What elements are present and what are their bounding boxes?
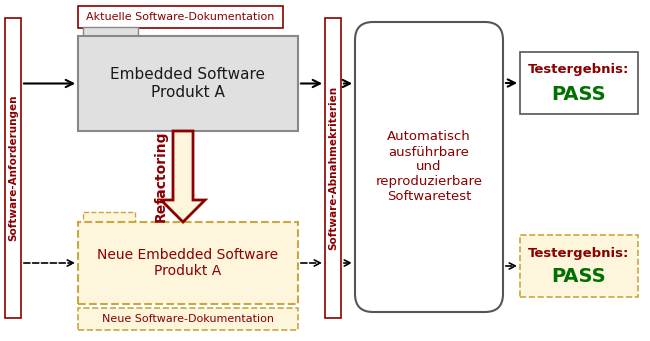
- Bar: [78, 6, 283, 28]
- Polygon shape: [161, 131, 205, 222]
- Bar: [520, 235, 638, 297]
- Text: PASS: PASS: [552, 267, 606, 286]
- Bar: [520, 52, 638, 114]
- Text: Embedded Software
Produkt A: Embedded Software Produkt A: [111, 67, 265, 100]
- Bar: [78, 222, 298, 304]
- Text: Refactoring: Refactoring: [154, 131, 168, 222]
- FancyBboxPatch shape: [355, 22, 503, 312]
- Bar: [5, 18, 21, 318]
- Text: Software-Anforderungen: Software-Anforderungen: [8, 95, 18, 241]
- Bar: [78, 36, 298, 131]
- Text: Testergebnis:: Testergebnis:: [528, 63, 630, 76]
- Bar: [78, 308, 298, 330]
- Text: Testergebnis:: Testergebnis:: [528, 247, 630, 260]
- Text: Neue Software-Dokumentation: Neue Software-Dokumentation: [102, 314, 274, 324]
- Text: Neue Embedded Software
Produkt A: Neue Embedded Software Produkt A: [98, 248, 279, 278]
- Text: Automatisch
ausführbare
und
reproduzierbare
Softwaretest: Automatisch ausführbare und reproduzierb…: [376, 131, 482, 204]
- Bar: [83, 212, 135, 224]
- Bar: [83, 27, 138, 39]
- Text: Aktuelle Software-Dokumentation: Aktuelle Software-Dokumentation: [86, 12, 275, 22]
- Text: PASS: PASS: [552, 85, 606, 104]
- Bar: [325, 18, 341, 318]
- Text: Software-Abnahmekriterien: Software-Abnahmekriterien: [328, 86, 338, 250]
